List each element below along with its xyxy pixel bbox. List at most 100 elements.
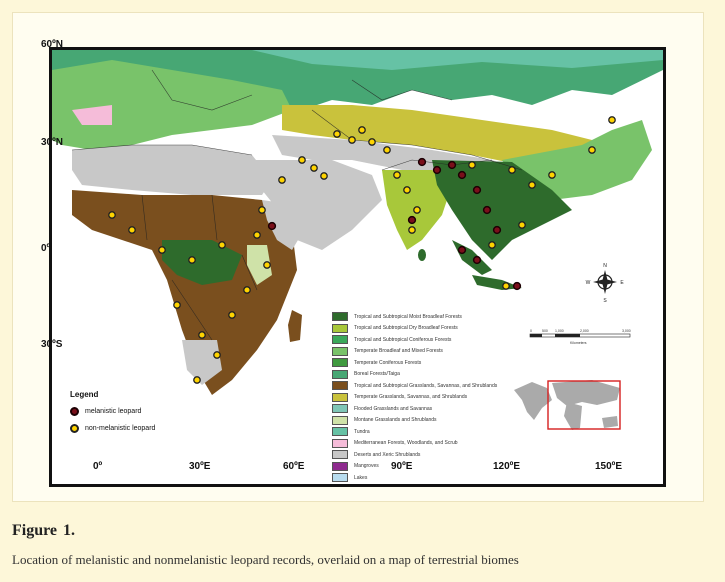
mediterranean bbox=[72, 105, 112, 125]
inset-world-map bbox=[512, 375, 622, 435]
biome-label: Flooded Grasslands and Savannas bbox=[354, 405, 433, 412]
melanistic-marker-icon bbox=[70, 407, 79, 416]
biome-legend-item: Montane Grasslands and Shrublands bbox=[332, 415, 437, 425]
biome-legend-item: Boreal Forests/Taiga bbox=[332, 369, 400, 379]
biome-label: Montane Grasslands and Shrublands bbox=[354, 417, 437, 423]
points-legend: Legend melanistic leopard non-melanistic… bbox=[70, 390, 155, 433]
lat-label-30n: 30ºN bbox=[41, 137, 63, 148]
steppe bbox=[282, 105, 592, 165]
figure-caption: Location of melanistic and nonmelanistic… bbox=[12, 552, 519, 567]
lat-label-60n: 60ºN bbox=[41, 39, 63, 50]
biome-legend: Tropical and Subtropical Moist Broadleaf… bbox=[332, 312, 552, 484]
non-melanistic-points bbox=[108, 116, 616, 384]
biome-legend-item: Temperate Coniferous Forests bbox=[332, 358, 421, 367]
africa-savanna bbox=[72, 190, 297, 395]
se-asia bbox=[432, 160, 572, 260]
sahara bbox=[72, 145, 272, 195]
biome-label: Temperate Grasslands, Savannas, and Shru… bbox=[354, 394, 468, 400]
biome-swatch bbox=[332, 335, 348, 344]
figure-label-text: Figure bbox=[12, 522, 58, 539]
lon-label-120e: 120ºE bbox=[493, 461, 521, 472]
biome-legend-item: Deserts and Xeric Shrublands bbox=[332, 450, 420, 459]
melanistic-points bbox=[267, 157, 522, 291]
horn bbox=[262, 200, 307, 250]
biome-swatch bbox=[332, 450, 348, 459]
biome-label: Boreal Forests/Taiga bbox=[354, 371, 400, 377]
scale-tick-2: 1,000 bbox=[555, 329, 564, 333]
east-africa bbox=[247, 245, 272, 285]
biome-swatch bbox=[332, 392, 348, 402]
biome-label: Tropical and Subtropical Moist Broadleaf… bbox=[354, 313, 462, 320]
congo bbox=[162, 240, 242, 285]
figure-panel: N S E W 0 500 1,000 2,000 3,000 Kilomete… bbox=[12, 12, 704, 502]
biome-map: N S E W 0 500 1,000 2,000 3,000 Kilomete… bbox=[52, 50, 663, 484]
biome-legend-item: Tropical and Subtropical Grasslands, Sav… bbox=[332, 381, 497, 390]
lon-label-0: 0º bbox=[93, 461, 103, 472]
biome-label: Mediterranean Forests, Woodlands, and Sc… bbox=[354, 440, 458, 446]
biome-legend-item: Tropical and Subtropical Dry Broadleaf F… bbox=[332, 323, 458, 333]
scale-tick-4: 3,000 bbox=[622, 329, 631, 333]
biome-swatch bbox=[332, 438, 348, 448]
inset-extent-box bbox=[547, 380, 621, 430]
biome-label: Tundra bbox=[354, 428, 370, 435]
biome-label: Temperate Broadleaf and Mixed Forests bbox=[354, 348, 443, 354]
non-melanistic-marker-icon bbox=[70, 424, 79, 433]
scale-bar: 0 500 1,000 2,000 3,000 Kilometers bbox=[529, 329, 631, 345]
biome-swatch bbox=[332, 415, 348, 425]
map-frame: N S E W 0 500 1,000 2,000 3,000 Kilomete… bbox=[49, 47, 666, 487]
lon-label-30e: 30ºE bbox=[189, 461, 211, 472]
europe bbox=[52, 60, 292, 150]
biome-swatch bbox=[332, 381, 348, 390]
lon-label-90e: 90ºE bbox=[391, 461, 413, 472]
biome-label: Deserts and Xeric Shrublands bbox=[354, 451, 421, 458]
lat-label-30s: 30ºS bbox=[41, 339, 63, 350]
biome-legend-item: Mediterranean Forests, Woodlands, and Sc… bbox=[332, 438, 458, 448]
compass-rose: N S E W bbox=[586, 263, 625, 304]
compass-e: E bbox=[620, 280, 624, 286]
biome-swatch bbox=[332, 346, 348, 356]
biome-swatch bbox=[332, 473, 348, 482]
biome-label: Temperate Coniferous Forests bbox=[354, 359, 422, 366]
kalahari bbox=[182, 340, 222, 385]
lat-label-0: 0º bbox=[41, 243, 51, 254]
legend-title: Legend bbox=[70, 390, 99, 399]
biome-label: Tropical and Subtropical Coniferous Fore… bbox=[354, 336, 452, 343]
biome-legend-item: Lakes bbox=[332, 473, 367, 482]
biome-legend-item: Mangroves bbox=[332, 461, 379, 471]
figure-number: 1. bbox=[63, 522, 76, 539]
compass-w: W bbox=[586, 280, 591, 286]
biome-label: Lakes bbox=[354, 474, 368, 481]
biome-swatch bbox=[332, 461, 348, 471]
scale-tick-3: 2,000 bbox=[580, 329, 589, 333]
biome-legend-item: Tropical and Subtropical Coniferous Fore… bbox=[332, 335, 451, 344]
biome-legend-item: Temperate Grasslands, Savannas, and Shru… bbox=[332, 392, 468, 402]
biome-swatch bbox=[332, 323, 348, 333]
biome-swatch bbox=[332, 358, 348, 367]
china bbox=[502, 120, 652, 200]
figure-label: Figure 1. bbox=[12, 522, 75, 540]
biome-legend-item: Flooded Grasslands and Savannas bbox=[332, 404, 432, 413]
biome-swatch bbox=[332, 427, 348, 436]
compass-n: N bbox=[603, 263, 607, 269]
legend-melanistic-label: melanistic leopard bbox=[85, 408, 142, 415]
biome-swatch bbox=[332, 404, 348, 413]
compass-s: S bbox=[603, 298, 607, 304]
legend-non-melanistic-label: non-melanistic leopard bbox=[85, 425, 156, 432]
biome-label: Tropical and Subtropical Grasslands, Sav… bbox=[354, 382, 498, 389]
biome-legend-item: Tundra bbox=[332, 427, 370, 436]
scale-unit: Kilometers bbox=[570, 341, 587, 345]
biome-swatch bbox=[332, 369, 348, 379]
madagascar bbox=[288, 310, 302, 342]
tundra-strip bbox=[252, 50, 663, 70]
biome-label: Mangroves bbox=[354, 463, 379, 469]
legend-non-melanistic-row: non-melanistic leopard bbox=[70, 424, 155, 433]
scale-tick-0: 0 bbox=[530, 329, 532, 333]
biome-swatch bbox=[332, 312, 348, 321]
biome-legend-item: Tropical and Subtropical Moist Broadleaf… bbox=[332, 312, 462, 321]
lon-label-150e: 150ºE bbox=[595, 461, 623, 472]
scale-tick-1: 500 bbox=[542, 329, 548, 333]
biome-legend-item: Temperate Broadleaf and Mixed Forests bbox=[332, 346, 443, 356]
lon-label-60e: 60ºE bbox=[283, 461, 305, 472]
legend-melanistic-row: melanistic leopard bbox=[70, 407, 155, 416]
biome-label: Tropical and Subtropical Dry Broadleaf F… bbox=[354, 325, 458, 331]
